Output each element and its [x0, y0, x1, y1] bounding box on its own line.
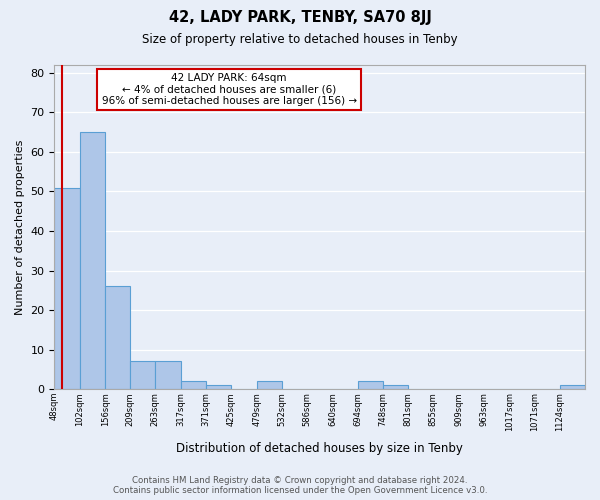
Bar	[80, 132, 105, 389]
Bar	[130, 362, 155, 389]
Bar	[155, 362, 181, 389]
Bar	[560, 385, 585, 389]
Bar	[206, 385, 232, 389]
Bar	[358, 381, 383, 389]
Bar	[383, 385, 408, 389]
Text: 42, LADY PARK, TENBY, SA70 8JJ: 42, LADY PARK, TENBY, SA70 8JJ	[169, 10, 431, 25]
Y-axis label: Number of detached properties: Number of detached properties	[15, 140, 25, 314]
Text: Contains HM Land Registry data © Crown copyright and database right 2024.
Contai: Contains HM Land Registry data © Crown c…	[113, 476, 487, 495]
Text: 42 LADY PARK: 64sqm
← 4% of detached houses are smaller (6)
96% of semi-detached: 42 LADY PARK: 64sqm ← 4% of detached hou…	[101, 73, 356, 106]
Bar	[105, 286, 130, 389]
X-axis label: Distribution of detached houses by size in Tenby: Distribution of detached houses by size …	[176, 442, 463, 455]
Text: Size of property relative to detached houses in Tenby: Size of property relative to detached ho…	[142, 32, 458, 46]
Bar	[181, 381, 206, 389]
Bar	[55, 188, 80, 389]
Bar	[257, 381, 281, 389]
